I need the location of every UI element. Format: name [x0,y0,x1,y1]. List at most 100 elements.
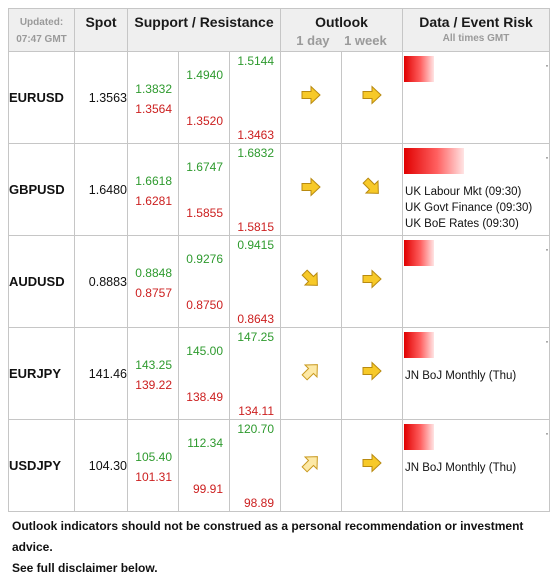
spot-value: 141.46 [74,327,128,420]
event-risk-cell: · [402,51,551,144]
support-3: 0.8643 [237,312,275,326]
event-risk-cell: JN BoJ Monthly (Thu) · [402,419,551,512]
event-risk-bar [404,424,435,450]
edge-tick-icon: · [545,150,550,164]
updated-header: Updated: 07:47 GMT [8,8,75,52]
sr-level-1: 143.25 139.22 [127,327,179,420]
resistance-3: 120.70 [237,422,275,436]
resistance-2: 1.6747 [186,160,223,174]
support-3: 1.5815 [237,220,275,234]
event-risk-bar [404,56,435,82]
sr-level-1: 0.8848 0.8757 [127,235,179,328]
sr-level-2: 112.34 99.91 [178,419,230,512]
resistance-1: 0.8848 [135,266,172,280]
right-arrow-icon [361,84,383,106]
sr-level-2: 1.6747 1.5855 [178,143,230,236]
sr-level-2: 0.9276 0.8750 [178,235,230,328]
edge-tick-icon: · [545,58,550,72]
outlook-1day [280,51,343,144]
sr-level-1: 1.6618 1.6281 [127,143,179,236]
table-row: GBPUSD 1.6480 1.6618 1.6281 1.6747 1.5855 1.68… [8,143,551,236]
sr-level-3: 1.6832 1.5815 [228,143,282,236]
pair-label: EURUSD [8,51,75,144]
table-row: USDJPY 104.30 105.40 101.31 112.34 99.91 120.7… [8,419,551,512]
outlook-header-label: Outlook [315,14,368,30]
sr-level-1: 1.3832 1.3564 [127,51,179,144]
sr-level-2: 1.4940 1.3520 [178,51,230,144]
support-resistance-header: Support / Resistance [126,8,282,52]
support-2: 1.3520 [186,114,223,128]
up-right-arrow-icon [300,360,322,382]
right-arrow-icon [361,452,383,474]
event-risk-cell: JN BoJ Monthly (Thu) · [402,327,551,420]
pair-label: EURJPY [8,327,75,420]
table-row: EURJPY 141.46 143.25 139.22 145.00 138.49 147.… [8,327,551,420]
resistance-2: 0.9276 [186,252,223,266]
resistance-1: 1.6618 [135,174,172,188]
resistance-2: 112.34 [187,436,223,450]
outlook-1week-label: 1 week [344,33,387,48]
support-1: 101.31 [135,470,172,484]
outlook-1week [341,235,404,328]
resistance-1: 143.25 [135,358,172,372]
sr-level-3: 147.25 134.11 [228,327,282,420]
edge-tick-icon: · [545,426,550,440]
sr-level-3: 0.9415 0.8643 [228,235,282,328]
event-risk-bar [404,332,435,358]
event-risk-cell: · [402,235,551,328]
pair-label: USDJPY [8,419,75,512]
right-arrow-icon [361,360,383,382]
resistance-2: 1.4940 [186,68,223,82]
updated-time: 07:47 GMT [16,34,67,45]
support-3: 1.3463 [237,128,275,142]
right-arrow-icon [300,176,322,198]
down-right-arrow-icon [361,176,383,198]
spot-value: 1.6480 [74,143,128,236]
disclaimer-line-2: See full disclaimer below. [12,561,158,575]
resistance-1: 105.40 [135,450,172,464]
support-2: 0.8750 [186,298,223,312]
edge-tick-icon: · [545,242,550,256]
sr-level-2: 145.00 138.49 [178,327,230,420]
table-row: EURUSD 1.3563 1.3832 1.3564 1.4940 1.3520 1.51… [8,51,551,144]
event-risk-bar [404,240,435,266]
edge-tick-icon: · [545,334,550,348]
event-item: UK BoE Rates (09:30) [405,218,519,230]
outlook-1day [280,419,343,512]
event-risk-timezone: All times GMT [442,33,510,44]
outlook-1day [280,235,343,328]
event-item: UK Govt Finance (09:30) [405,202,533,214]
updated-label: Updated: [19,17,64,28]
spot-value: 0.8883 [74,235,128,328]
support-1: 139.22 [135,378,172,392]
outlook-1week [341,143,404,236]
sr-level-3: 120.70 98.89 [228,419,282,512]
event-risk-bar [404,148,465,174]
outlook-1day [280,327,343,420]
event-item: JN BoJ Monthly (Thu) [405,370,517,382]
outlook-1week [341,419,404,512]
outlook-1week [341,51,404,144]
pair-label: AUDUSD [8,235,75,328]
spot-header-label: Spot [85,14,117,30]
disclaimer-line-1: Outlook indicators should not be constru… [12,519,524,554]
resistance-3: 147.25 [237,330,275,344]
right-arrow-icon [300,84,322,106]
support-1: 1.3564 [135,102,172,116]
resistance-3: 1.5144 [237,54,275,68]
spot-value: 1.3563 [74,51,128,144]
outlook-1day-label: 1 day [296,33,330,48]
outlook-1week [341,327,404,420]
pair-label: GBPUSD [8,143,75,236]
outlook-header: Outlook 1 day 1 week [280,8,404,52]
spot-header: Spot [74,8,128,52]
support-2: 1.5855 [186,206,223,220]
support-1: 0.8757 [135,286,172,300]
resistance-1: 1.3832 [135,82,172,96]
down-right-arrow-icon [300,268,322,290]
resistance-3: 0.9415 [237,238,275,252]
resistance-3: 1.6832 [237,146,275,160]
support-1: 1.6281 [135,194,172,208]
support-3: 134.11 [238,404,275,418]
sr-level-1: 105.40 101.31 [127,419,179,512]
